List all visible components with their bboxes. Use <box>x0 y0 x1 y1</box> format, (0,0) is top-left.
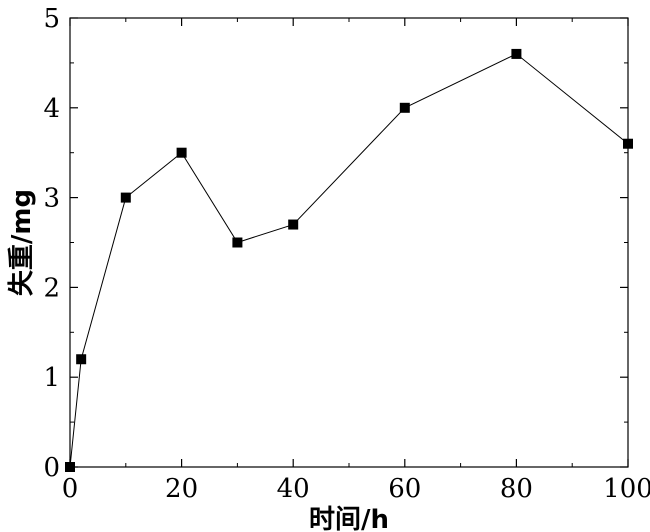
x-tick-label: 20 <box>165 474 198 504</box>
y-tick-label: 0 <box>43 453 60 483</box>
plot-border <box>69 17 629 468</box>
data-point <box>511 48 522 59</box>
series-group <box>65 48 633 472</box>
data-point <box>623 138 633 149</box>
x-tick-label: 0 <box>62 474 79 504</box>
y-axis-ticks: 0 1 2 3 4 5 <box>43 4 628 483</box>
data-point <box>120 192 131 203</box>
data-point <box>65 462 75 472</box>
data-point <box>288 219 299 230</box>
y-tick-label: 2 <box>43 273 60 303</box>
y-tick-label: 4 <box>43 94 60 124</box>
data-point <box>399 102 410 113</box>
y-tick-label: 1 <box>43 363 60 393</box>
y-tick-label: 3 <box>43 184 60 214</box>
x-tick-label: 100 <box>603 474 650 504</box>
data-point <box>232 237 243 248</box>
series-line <box>69 53 629 468</box>
x-tick-label: 60 <box>388 474 421 504</box>
data-point <box>76 354 87 365</box>
x-tick-label: 40 <box>277 474 310 504</box>
x-axis-title: 时间/h <box>309 505 389 532</box>
plot-frame <box>69 17 629 468</box>
y-tick-label: 5 <box>43 4 60 34</box>
y-axis-title: 失重/mg <box>7 189 37 296</box>
data-point <box>176 147 187 158</box>
x-axis-ticks: 0 20 40 60 80 100 <box>62 18 650 504</box>
x-tick-label: 80 <box>500 474 533 504</box>
